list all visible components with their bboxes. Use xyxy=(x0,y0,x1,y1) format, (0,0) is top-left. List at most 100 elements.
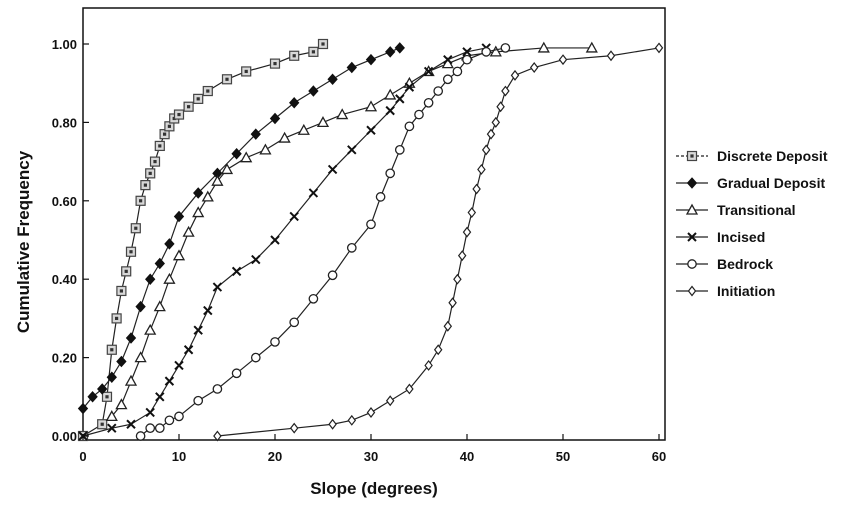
data-point xyxy=(164,376,175,386)
data-point xyxy=(107,423,117,433)
data-point xyxy=(327,270,338,281)
plot-frame xyxy=(82,7,666,441)
data-point xyxy=(366,407,376,418)
series-bedrock xyxy=(135,43,511,441)
legend: Discrete Deposit Gradual Deposit Transitio… xyxy=(676,148,828,299)
data-point xyxy=(135,431,146,441)
series-incised xyxy=(78,43,491,441)
data-point xyxy=(424,359,433,371)
data-point xyxy=(183,345,194,355)
legend-marker xyxy=(686,177,698,189)
data-point xyxy=(477,163,486,175)
y-tick-label: 0.80 xyxy=(52,115,77,130)
data-point xyxy=(164,238,175,250)
data-point xyxy=(183,101,194,112)
data-point xyxy=(241,66,252,77)
data-point xyxy=(423,97,434,108)
legend-label: Discrete Deposit xyxy=(717,148,828,164)
data-point xyxy=(231,368,242,379)
data-point xyxy=(259,143,272,155)
data-point xyxy=(145,273,156,285)
legend-marker xyxy=(687,285,697,297)
data-point xyxy=(395,94,405,104)
data-point xyxy=(327,73,338,86)
data-point xyxy=(289,211,299,222)
data-point xyxy=(327,164,338,175)
x-axis-title: Slope (degrees) xyxy=(310,479,438,498)
x-tick-label: 20 xyxy=(268,449,282,464)
data-point xyxy=(365,53,377,66)
x-tick-label: 60 xyxy=(652,449,666,464)
data-point xyxy=(486,128,496,140)
legend-item: Gradual Deposit xyxy=(676,175,825,191)
data-point xyxy=(121,266,132,277)
x-axis: 0 10 20 30 40 50 60 xyxy=(79,434,666,464)
data-point xyxy=(289,422,299,434)
data-point xyxy=(270,337,280,347)
series-line xyxy=(82,47,401,409)
x-tick-label: 40 xyxy=(460,449,474,464)
data-point xyxy=(155,392,165,402)
data-point xyxy=(116,285,127,297)
data-point xyxy=(405,383,414,395)
data-point xyxy=(347,414,357,426)
data-point xyxy=(173,210,185,223)
data-point xyxy=(537,41,550,53)
legend-marker xyxy=(687,232,697,242)
data-point xyxy=(231,266,242,277)
data-point xyxy=(316,116,330,128)
data-point xyxy=(489,45,502,57)
legend-label: Initiation xyxy=(717,283,775,299)
series-gradual-deposit xyxy=(77,42,405,415)
data-point xyxy=(385,46,396,58)
data-point xyxy=(462,47,472,57)
data-point xyxy=(97,383,108,395)
data-point xyxy=(105,410,118,422)
data-point xyxy=(443,54,453,65)
y-tick-label: 0.20 xyxy=(52,351,77,366)
data-point xyxy=(174,360,184,371)
series-line xyxy=(111,47,592,417)
data-point xyxy=(558,54,568,66)
data-point xyxy=(385,105,395,116)
data-point xyxy=(278,131,291,143)
data-point xyxy=(453,273,462,285)
data-point xyxy=(269,58,281,69)
data-point xyxy=(433,86,444,96)
data-point xyxy=(481,46,492,57)
data-point xyxy=(111,313,122,324)
data-point xyxy=(308,188,319,198)
data-point xyxy=(384,88,397,100)
data-point xyxy=(154,423,165,434)
data-point xyxy=(308,293,319,304)
data-point xyxy=(212,282,223,292)
data-point xyxy=(193,93,204,104)
data-point xyxy=(442,74,453,85)
data-point xyxy=(328,418,337,430)
legend-label: Bedrock xyxy=(717,256,773,272)
data-point xyxy=(106,371,117,383)
data-point xyxy=(126,419,136,429)
data-point xyxy=(77,402,89,415)
data-point xyxy=(366,125,376,135)
data-point xyxy=(106,344,117,355)
data-point xyxy=(251,254,261,265)
data-point xyxy=(145,407,155,418)
data-point xyxy=(154,140,165,152)
series-discrete-deposit xyxy=(77,38,329,442)
data-point xyxy=(135,300,146,313)
data-point xyxy=(213,430,222,442)
data-point xyxy=(289,97,300,109)
legend-label: Gradual Deposit xyxy=(717,175,825,191)
data-point xyxy=(385,395,395,407)
data-point xyxy=(130,223,141,234)
data-point xyxy=(172,249,186,261)
data-point xyxy=(202,85,213,97)
data-point xyxy=(101,391,113,402)
series-initiation xyxy=(213,42,664,442)
data-point xyxy=(154,257,165,270)
data-point xyxy=(496,101,505,113)
data-point xyxy=(529,62,539,73)
